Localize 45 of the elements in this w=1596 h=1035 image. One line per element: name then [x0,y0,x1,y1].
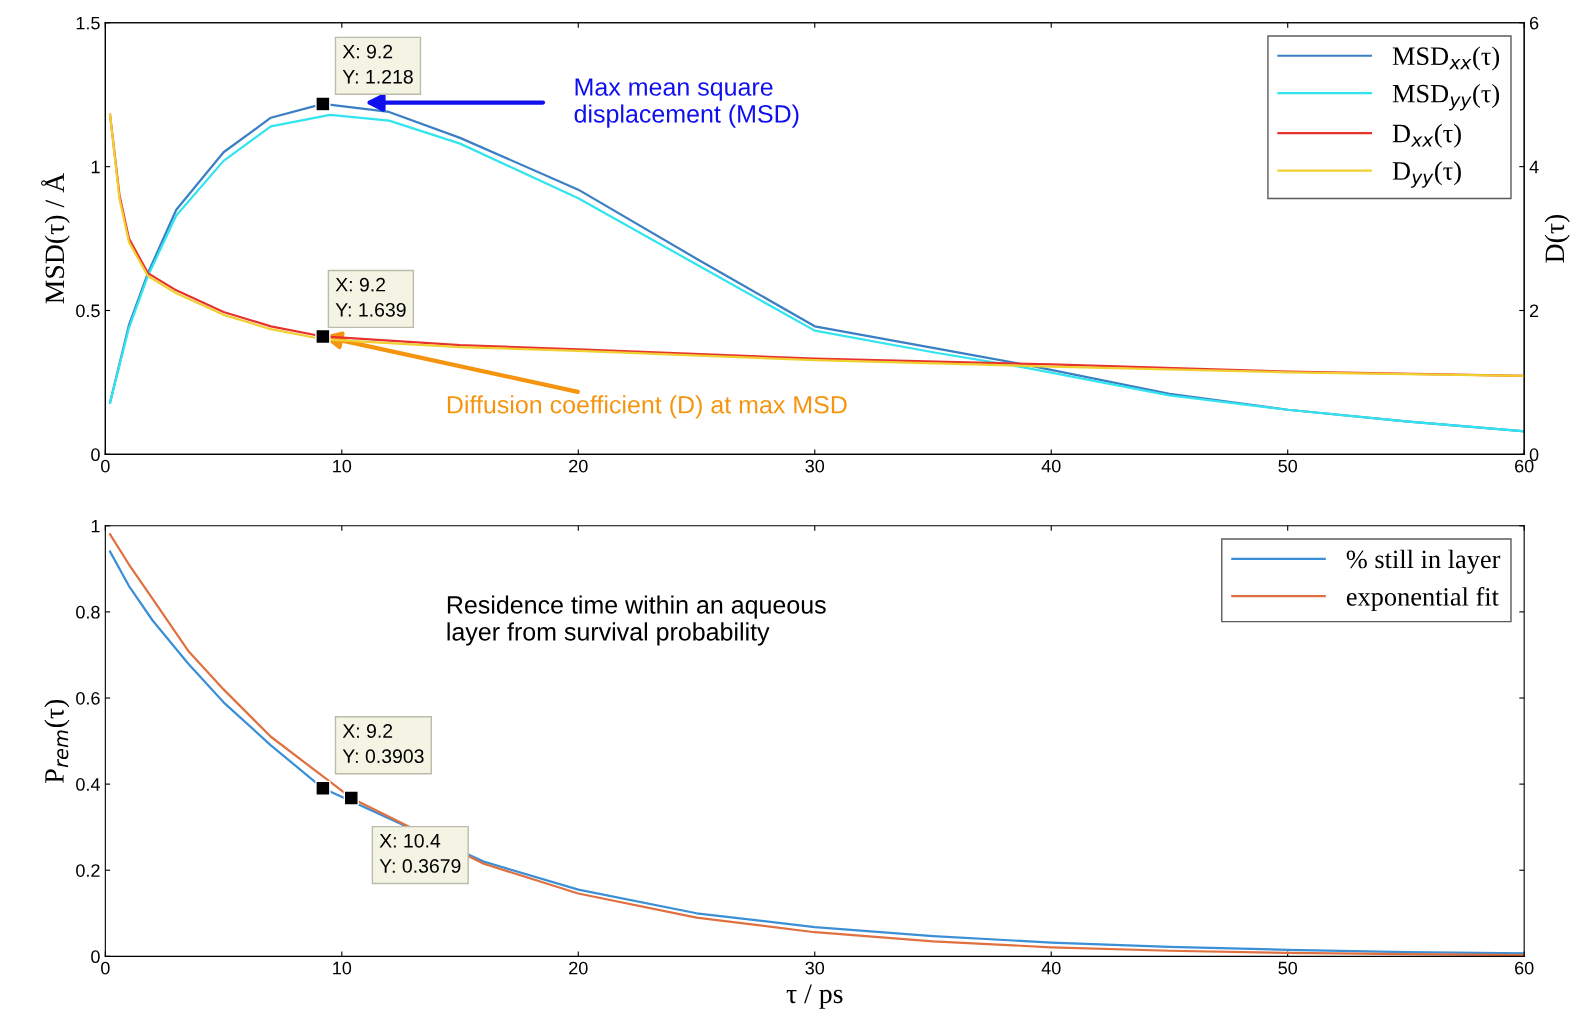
y2-tick-label: 6 [1529,16,1539,30]
y-axis-title: P$_{rem}$(τ) [44,699,70,783]
y-tick-label: 0.6 [76,691,100,705]
x-tick-label: 60 [1515,459,1534,473]
y-tick-label: 0.4 [76,778,100,791]
x-tick-label: 50 [1278,459,1298,473]
y2-tick-label: 4 [1529,160,1539,174]
legend-label: exponential fit [1346,586,1499,612]
y-tick-label: 0.5 [76,304,100,318]
x-tick-label: 50 [1278,961,1298,975]
annotation: X: 9.2 Y: 0.3903 [342,724,424,764]
annotation: Max mean square displacement (MSD) [574,78,799,128]
legend-label: D$_{yy}$(τ) [1392,161,1461,188]
annotation: X: 9.2 Y: 1.218 [342,44,413,84]
y-tick-label: 1 [91,519,100,533]
x-tick-label: 0 [101,459,110,473]
x-tick-label: 0 [101,961,110,975]
legend-label: MSD$_{xx}$(τ) [1392,46,1500,71]
annotation: X: 9.2 Y: 1.639 [335,277,406,317]
annotation: X: 10.4 Y: 0.3679 [379,833,461,873]
y-tick-label: 1.5 [76,16,100,30]
y-tick-label: 0 [91,448,100,462]
x-tick-label: 30 [805,459,825,473]
x-tick-label: 10 [333,459,352,473]
x-tick-label: 30 [805,961,825,975]
y2-tick-label: 2 [1529,304,1539,318]
y-tick-label: 0 [91,950,100,964]
annotation: Residence time within an aqueous layer from survival probability [447,595,826,646]
x-tick-label: 60 [1515,961,1534,975]
y-axis-title: MSD(τ) / Å [41,173,70,304]
y-tick-label: 0.8 [76,605,100,619]
y2-axis-title: D(τ) [1544,214,1570,263]
y2-tick-label: 0 [1529,448,1539,462]
legend-label: MSD$_{yy}$(τ) [1392,83,1500,111]
x-tick-label: 40 [1041,961,1061,975]
x-tick-label: 20 [569,459,588,473]
annotation: Diffusion coefficient (D) at max MSD [447,395,847,419]
y-tick-label: 0.2 [76,864,100,877]
x-tick-label: 40 [1041,459,1061,473]
legend-label: D$_{xx}$(τ) [1392,123,1461,148]
x-axis-title: τ / ps [786,984,843,1009]
x-tick-label: 20 [569,961,588,975]
y-tick-label: 1 [91,160,100,174]
x-tick-label: 10 [333,961,352,975]
legend-label: % still in layer [1346,549,1501,574]
